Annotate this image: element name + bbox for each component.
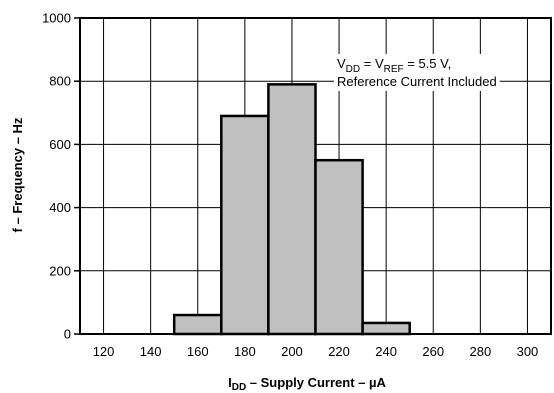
x-tick-label: 280 <box>469 344 491 359</box>
x-tick-label: 240 <box>375 344 397 359</box>
y-tick-labels: 0 200 400 600 800 1000 <box>42 11 80 342</box>
y-tick-label: 200 <box>49 263 71 278</box>
annotation-line-1: VDD = VREF = 5.5 V, <box>337 56 451 75</box>
x-tick-label: 120 <box>93 344 115 359</box>
plot-frame <box>79 17 552 335</box>
x-tick-labels: 120 140 160 180 200 220 240 260 280 300 <box>93 344 539 359</box>
histogram-bar <box>314 158 364 336</box>
bars <box>172 83 411 336</box>
x-tick-label: 180 <box>234 344 256 359</box>
y-tick-label: 800 <box>49 74 71 89</box>
histogram-bar <box>267 83 317 336</box>
x-axis-title: IDD – Supply Current – µA <box>228 375 386 393</box>
annotation-line-2: Reference Current Included <box>337 74 497 89</box>
x-tick-label: 200 <box>281 344 303 359</box>
y-tick-label: 0 <box>64 327 71 342</box>
histogram-bar <box>220 114 270 336</box>
histogram-bar <box>172 313 223 336</box>
histogram-bar <box>361 321 411 336</box>
y-tick-label: 400 <box>49 200 71 215</box>
x-tick-label: 160 <box>187 344 209 359</box>
x-tick-label: 140 <box>140 344 162 359</box>
y-tick-label: 600 <box>49 137 71 152</box>
y-tick-label: 1000 <box>42 11 71 26</box>
y-axis-title: f – Frequency – Hz <box>10 117 25 232</box>
x-tick-label: 220 <box>328 344 350 359</box>
x-tick-label: 260 <box>422 344 444 359</box>
x-tick-label: 300 <box>517 344 539 359</box>
annotation-background <box>334 54 500 91</box>
